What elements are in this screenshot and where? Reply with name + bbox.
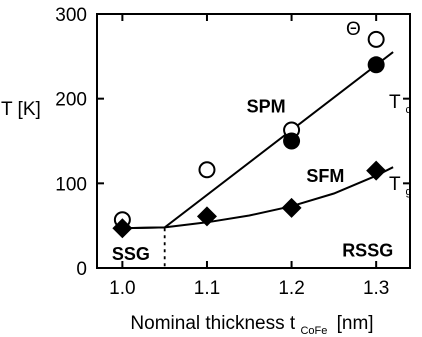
x-tick-label: 1.0: [109, 278, 135, 299]
y-axis-title: T [K]: [1, 99, 41, 120]
tg-point: [112, 218, 133, 239]
region-label-rssg: RSSG: [342, 240, 393, 260]
tg-point: [281, 197, 302, 218]
region-label-spm: SPM: [247, 96, 286, 116]
x-axis-title: Nominal thickness t CoFe [nm]: [130, 313, 373, 337]
theta-point: [198, 161, 216, 179]
tick-labels: 1.0 1.1 1.2 1.3 0 100 200 300: [55, 5, 389, 299]
x-axis-title-sub: CoFe: [300, 325, 327, 337]
x-tick-label: 1.2: [278, 278, 304, 299]
x-tick-label: 1.3: [363, 278, 389, 299]
x-tick-label: 1.1: [194, 278, 220, 299]
tc-label: T c: [389, 92, 412, 116]
tg-point: [196, 206, 217, 227]
plot-frame: [96, 13, 411, 269]
x-axis-title-unit: [nm]: [337, 313, 374, 334]
region-labels: SPM SFM SSG RSSG: [112, 96, 393, 263]
region-label-ssg: SSG: [112, 244, 150, 264]
y-tick-label: 200: [55, 90, 87, 111]
tc-label-sub: c: [406, 104, 412, 116]
region-label-sfm: SFM: [306, 166, 344, 186]
tc-point: [283, 132, 301, 150]
tg-point: [366, 160, 387, 181]
tg-label: T g: [389, 174, 412, 198]
y-tick-label: 300: [55, 5, 87, 26]
theta-label: Θ: [346, 19, 361, 40]
tc-label-main: T: [389, 92, 401, 113]
theta-point: [367, 30, 385, 48]
tg-fit-line: [122, 166, 394, 230]
fit-lines: [122, 51, 394, 230]
axis-ticks: [97, 13, 410, 269]
y-tick-label: 100: [55, 174, 87, 195]
tg-label-main: T: [389, 174, 401, 195]
tc-fit-line: [122, 51, 394, 230]
tc-point: [367, 56, 385, 74]
x-axis-title-main: Nominal thickness t: [130, 313, 295, 334]
y-tick-label: 0: [76, 259, 87, 280]
data-markers: [112, 30, 387, 239]
tg-label-sub: g: [406, 186, 412, 198]
